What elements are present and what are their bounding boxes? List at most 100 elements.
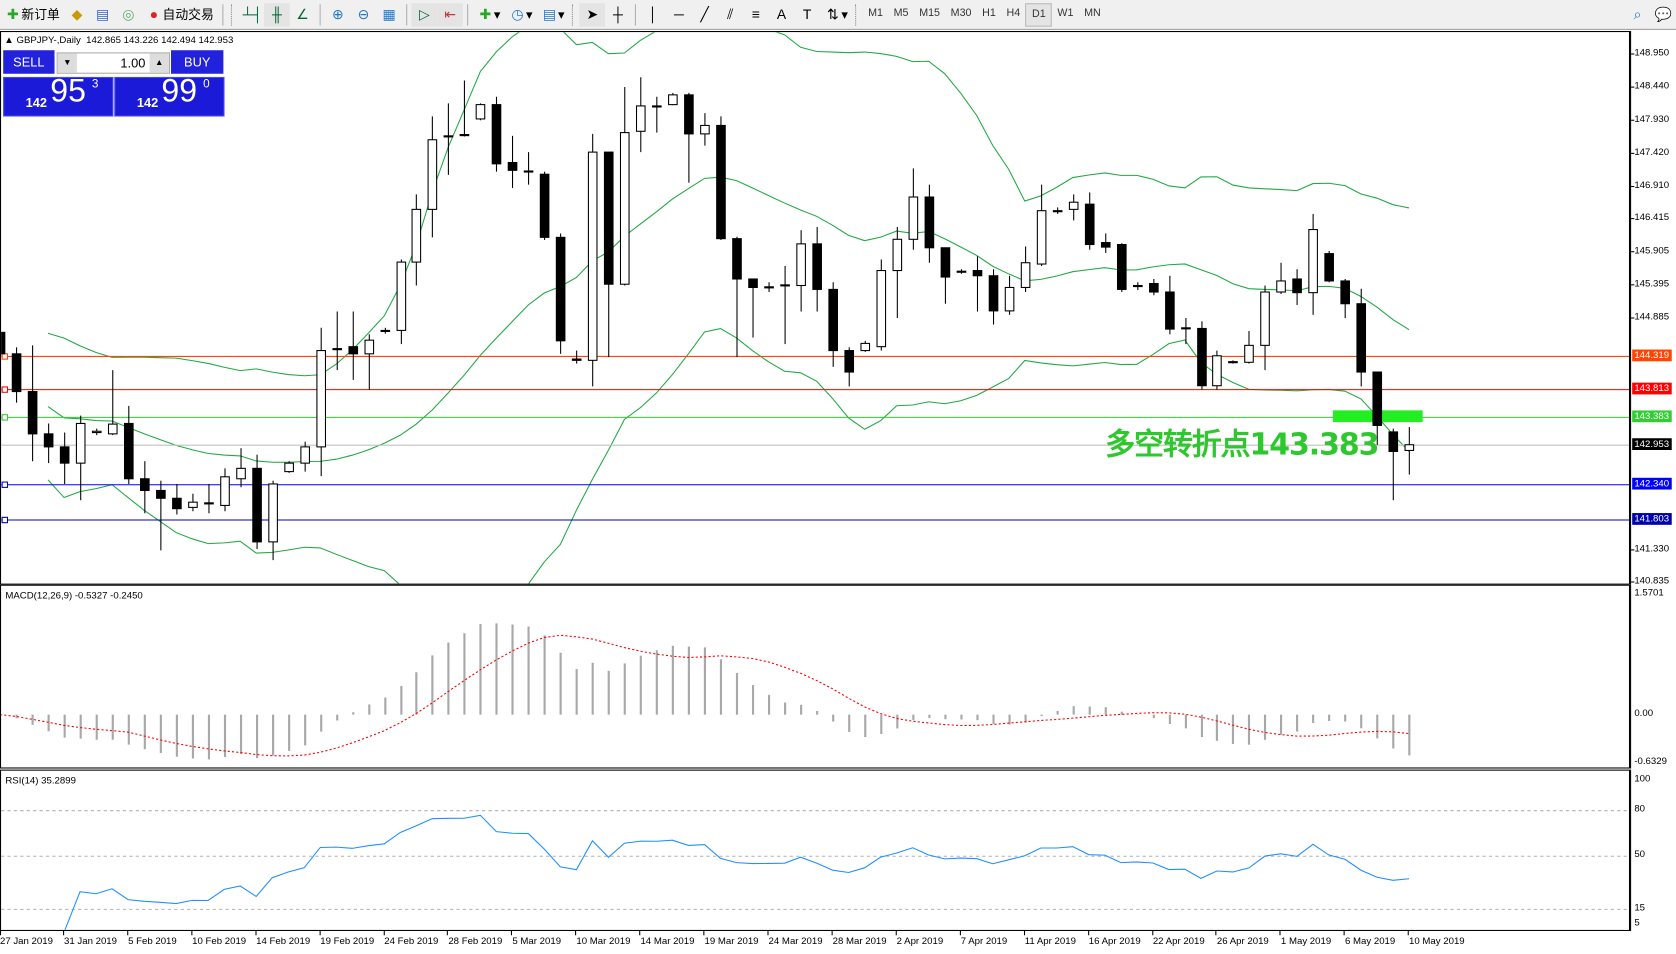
auto-trading-icon: ●	[149, 5, 159, 22]
candle	[1116, 243, 1127, 293]
date-label: 28 Feb 2019	[448, 935, 503, 946]
candle	[1068, 194, 1079, 221]
buy-price[interactable]: 142 99 0	[114, 74, 225, 117]
auto-trading-button[interactable]: ● 自动交易	[141, 3, 218, 27]
cursor-button[interactable]: ➤	[579, 2, 606, 27]
sell-button[interactable]: SELL	[3, 50, 55, 74]
candle	[91, 428, 102, 436]
navigator-button[interactable]: ▤	[90, 3, 116, 27]
horizontal-line-button[interactable]: ─	[666, 3, 692, 27]
trendline-button[interactable]: ╱	[692, 3, 718, 27]
zoom-in-button[interactable]: ⊕	[325, 3, 351, 27]
candle-body	[252, 467, 262, 543]
candle-body	[1276, 280, 1286, 293]
turning-point-annotation: 多空转折点143.383	[1105, 426, 1379, 462]
candle	[764, 282, 774, 293]
candle	[716, 116, 726, 240]
sell-price[interactable]: 142 95 3	[3, 74, 114, 117]
signals-button[interactable]: ◎	[115, 3, 141, 27]
timeframe-m1[interactable]: M1	[868, 6, 883, 19]
candle	[475, 103, 486, 121]
candle-body	[1388, 431, 1399, 452]
macd-panel[interactable]: MACD(12,26,9) -0.5327 -0.2450	[0, 584, 1631, 769]
price-tick	[1631, 86, 1635, 88]
candle	[1149, 278, 1159, 296]
price-chart[interactable]	[0, 30, 1631, 585]
lots-field[interactable]: ▼ 1.00 ▲	[56, 52, 170, 74]
fibonacci-button[interactable]: ≡	[743, 3, 769, 27]
search-button[interactable]: ⌕	[1625, 3, 1651, 27]
rsi-panel[interactable]: RSI(14) 35.2899	[0, 769, 1631, 931]
candle-body	[844, 350, 855, 373]
templates-button[interactable]: ▤ ▾	[542, 5, 565, 22]
text-button[interactable]: A	[769, 3, 795, 27]
crosshair-button[interactable]: ┼	[605, 3, 631, 27]
timeframe-m30[interactable]: M30	[950, 6, 972, 19]
candlestick-button[interactable]: ╫	[264, 2, 290, 27]
candle	[1260, 285, 1270, 371]
candle	[844, 347, 855, 387]
timeframe-h4[interactable]: H4	[1006, 6, 1021, 19]
level-handle	[1, 353, 9, 360]
timeframe-m15[interactable]: M15	[919, 6, 940, 19]
periods-button[interactable]: ◷ ▾	[505, 3, 537, 27]
candle	[1276, 262, 1286, 294]
date-label: 6 May 2019	[1344, 935, 1396, 946]
sell-price-fraction: 3	[91, 78, 99, 91]
candle-body	[988, 275, 999, 312]
chart-shift-button[interactable]: ⇤	[437, 2, 463, 27]
candle-body	[1244, 344, 1254, 363]
candle-body	[828, 288, 839, 352]
symbol-label: GBPJPY-,Daily	[16, 34, 81, 45]
timeframe-m5[interactable]: M5	[893, 6, 909, 19]
date-tick	[511, 930, 513, 936]
candle-body	[204, 502, 214, 505]
lots-increase-icon[interactable]: ▲	[149, 53, 169, 73]
timeframe-h1[interactable]: H1	[982, 6, 996, 19]
macd-label: MACD(12,26,9) -0.5327 -0.2450	[5, 590, 143, 601]
price-tick-label: 146.415	[1634, 211, 1670, 223]
rsi-label: RSI(14) 35.2899	[5, 774, 76, 786]
crosshair-icon: ┼	[613, 5, 623, 22]
indicators-button[interactable]: ✚ ▾	[472, 3, 504, 27]
date-label: 22 Apr 2019	[1152, 935, 1205, 946]
candle	[1356, 288, 1367, 387]
candle-body	[619, 132, 630, 285]
bar-chart-button[interactable]: ┴┤	[238, 3, 264, 27]
tile-windows-button[interactable]: ▦	[376, 3, 402, 27]
candle	[748, 278, 758, 338]
horizontal-line-icon: ─	[673, 5, 684, 22]
date-tick	[191, 930, 193, 936]
auto-trading-label: 自动交易	[162, 7, 214, 23]
auto-scroll-button[interactable]: ▷	[411, 2, 438, 27]
timeframe-w1[interactable]: W1	[1057, 6, 1074, 19]
candle	[828, 282, 839, 367]
buy-button[interactable]: BUY	[171, 50, 224, 74]
market-watch-button[interactable]: ◆	[64, 3, 90, 27]
chat-button[interactable]: 💬	[1650, 3, 1676, 27]
price-tick	[1631, 218, 1635, 220]
zoom-out-button[interactable]: ⊖	[351, 3, 377, 27]
timeframe-mn[interactable]: MN	[1084, 6, 1101, 19]
text-label-button[interactable]: T	[794, 3, 820, 27]
candle-body	[1340, 280, 1350, 305]
date-tick	[62, 930, 65, 936]
candle	[1340, 278, 1350, 319]
vertical-line-button[interactable]: │	[640, 3, 666, 27]
template-icon: ▤	[542, 5, 557, 22]
lots-decrease-icon[interactable]: ▼	[57, 53, 77, 73]
candle-body	[1084, 203, 1095, 246]
candle-body	[796, 243, 806, 287]
price-level-tag: 143.813	[1632, 382, 1672, 394]
candle	[635, 77, 646, 153]
arrows-button[interactable]: ⇅ ▾	[820, 3, 852, 27]
timeframe-d1[interactable]: D1	[1025, 2, 1053, 27]
new-order-button[interactable]: ✚ 新订单	[0, 3, 64, 27]
rsi-axis: 100 80 50 15 5	[1630, 769, 1676, 931]
lots-value[interactable]: 1.00	[120, 55, 146, 71]
candle-body	[300, 446, 310, 464]
candle-body	[11, 353, 22, 393]
channel-button[interactable]: ⫽	[717, 3, 743, 27]
line-chart-button[interactable]: ∠	[290, 3, 316, 27]
candle	[796, 230, 806, 312]
